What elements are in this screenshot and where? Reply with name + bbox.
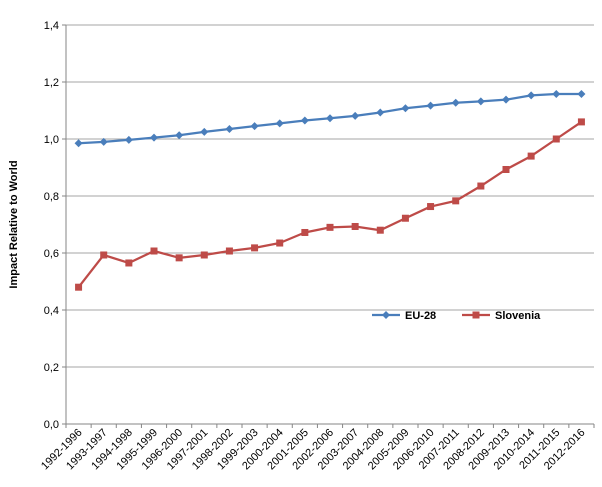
data-point — [124, 135, 133, 144]
data-point — [577, 89, 586, 98]
data-point — [552, 89, 561, 98]
data-point — [376, 108, 385, 117]
data-point — [75, 283, 83, 291]
data-point — [527, 91, 536, 100]
data-point — [175, 254, 183, 262]
data-point — [200, 251, 208, 259]
data-point — [351, 111, 360, 120]
data-point — [476, 97, 485, 106]
data-point — [426, 101, 435, 110]
series-eu-28 — [74, 89, 586, 148]
y-tick-label: 1,4 — [44, 20, 59, 32]
legend-item-slovenia: Slovenia — [462, 310, 541, 322]
data-point — [125, 259, 133, 267]
data-point — [276, 239, 284, 247]
data-point — [401, 104, 410, 113]
y-tick-label: 0,4 — [44, 305, 59, 317]
data-point — [250, 122, 259, 131]
data-point — [99, 137, 108, 146]
data-point — [301, 228, 309, 236]
series-line — [77, 120, 583, 288]
data-point — [427, 203, 435, 211]
y-tick-label: 0,2 — [44, 362, 59, 374]
data-point — [251, 244, 259, 252]
y-tick-label: 0,0 — [44, 419, 59, 431]
data-point — [472, 311, 480, 319]
legend: EU-28 Slovenia — [372, 310, 541, 322]
data-point — [326, 114, 334, 123]
data-point — [150, 133, 158, 142]
y-axis-title: Impact Relative to World — [8, 160, 20, 288]
y-tick-label: 1,2 — [44, 77, 59, 89]
data-point — [552, 135, 560, 143]
data-point — [300, 116, 309, 125]
y-tick-label: 0,6 — [44, 248, 59, 260]
data-point — [275, 119, 284, 128]
data-point — [502, 165, 510, 173]
y-tick-label: 0,8 — [44, 191, 59, 203]
data-point — [74, 139, 83, 148]
data-point — [577, 118, 585, 126]
data-point — [150, 247, 158, 255]
data-point — [225, 125, 234, 134]
y-axis-ticks: 0,0 0,2 0,4 0,6 0,8 1,0 1,2 1,4 — [44, 20, 66, 431]
data-point — [100, 251, 108, 259]
legend-item-eu-28: EU-28 — [372, 310, 436, 322]
data-point — [382, 311, 390, 319]
legend-label: Slovenia — [495, 310, 541, 322]
data-point — [326, 223, 334, 231]
data-point — [200, 127, 209, 136]
series-layer — [74, 89, 586, 291]
data-point — [351, 222, 359, 230]
data-point — [451, 98, 460, 107]
data-point — [175, 131, 184, 140]
data-point — [502, 95, 510, 104]
series-slovenia — [75, 118, 585, 291]
data-point — [225, 247, 233, 255]
data-point — [452, 197, 460, 205]
axes — [65, 25, 594, 425]
data-point — [401, 214, 409, 222]
data-point — [527, 152, 535, 160]
y-tick-label: 1,0 — [44, 134, 59, 146]
x-axis-ticks: 1992-19961993-19971994-19981995-19991996… — [39, 424, 595, 472]
legend-label: EU-28 — [405, 310, 436, 322]
data-point — [376, 226, 384, 234]
data-point — [477, 182, 485, 190]
